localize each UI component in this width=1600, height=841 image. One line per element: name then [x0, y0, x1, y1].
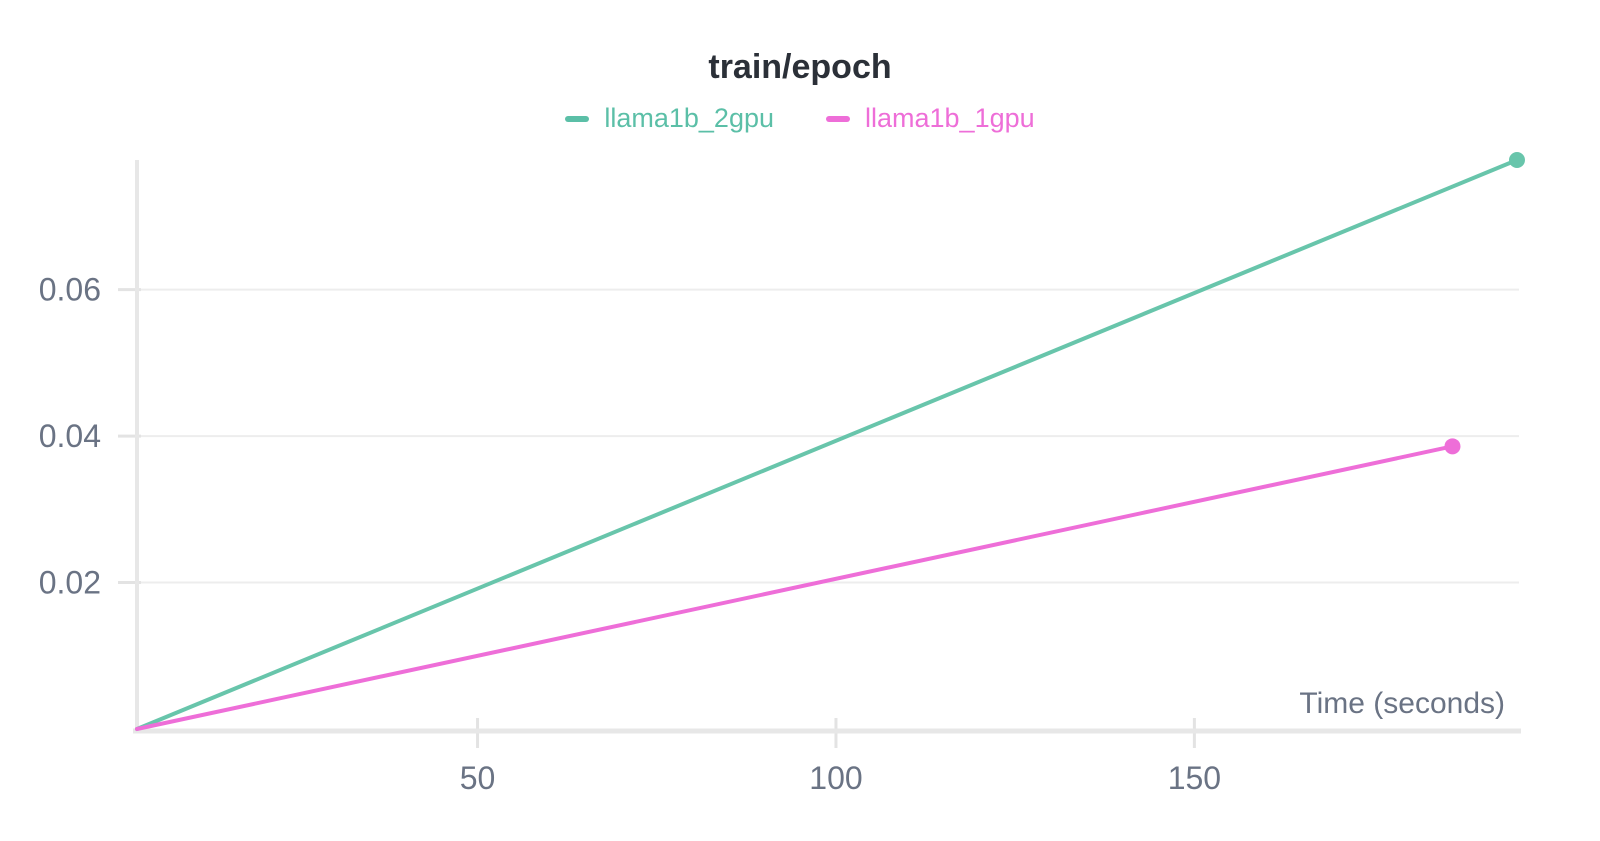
legend-line-swatch-icon [826, 115, 850, 122]
y-tick-label: 0.02 [39, 565, 101, 601]
x-tick-label: 150 [1168, 760, 1221, 796]
x-axis-label: Time (seconds) [1299, 687, 1505, 720]
legend-item-llama1b-1gpu[interactable]: llama1b_1gpu [826, 103, 1035, 134]
series-line-llama1b_2gpu[interactable] [135, 158, 1519, 731]
legend-item-llama1b-2gpu[interactable]: llama1b_2gpu [565, 103, 774, 134]
series-end-marker-llama1b_2gpu[interactable] [1509, 152, 1525, 168]
legend: llama1b_2gpu llama1b_1gpu [0, 103, 1600, 134]
x-tick-label: 100 [809, 760, 862, 796]
chart-title: train/epoch [708, 48, 892, 86]
legend-label: llama1b_1gpu [865, 103, 1035, 133]
legend-label: llama1b_2gpu [604, 103, 774, 133]
series-line-llama1b_1gpu[interactable] [135, 444, 1455, 731]
y-tick-label: 0.06 [39, 272, 101, 308]
legend-line-swatch-icon [565, 115, 590, 122]
y-tick-label: 0.04 [39, 418, 101, 454]
series-end-marker-llama1b_1gpu[interactable] [1444, 438, 1461, 455]
x-tick-label: 50 [460, 760, 496, 796]
